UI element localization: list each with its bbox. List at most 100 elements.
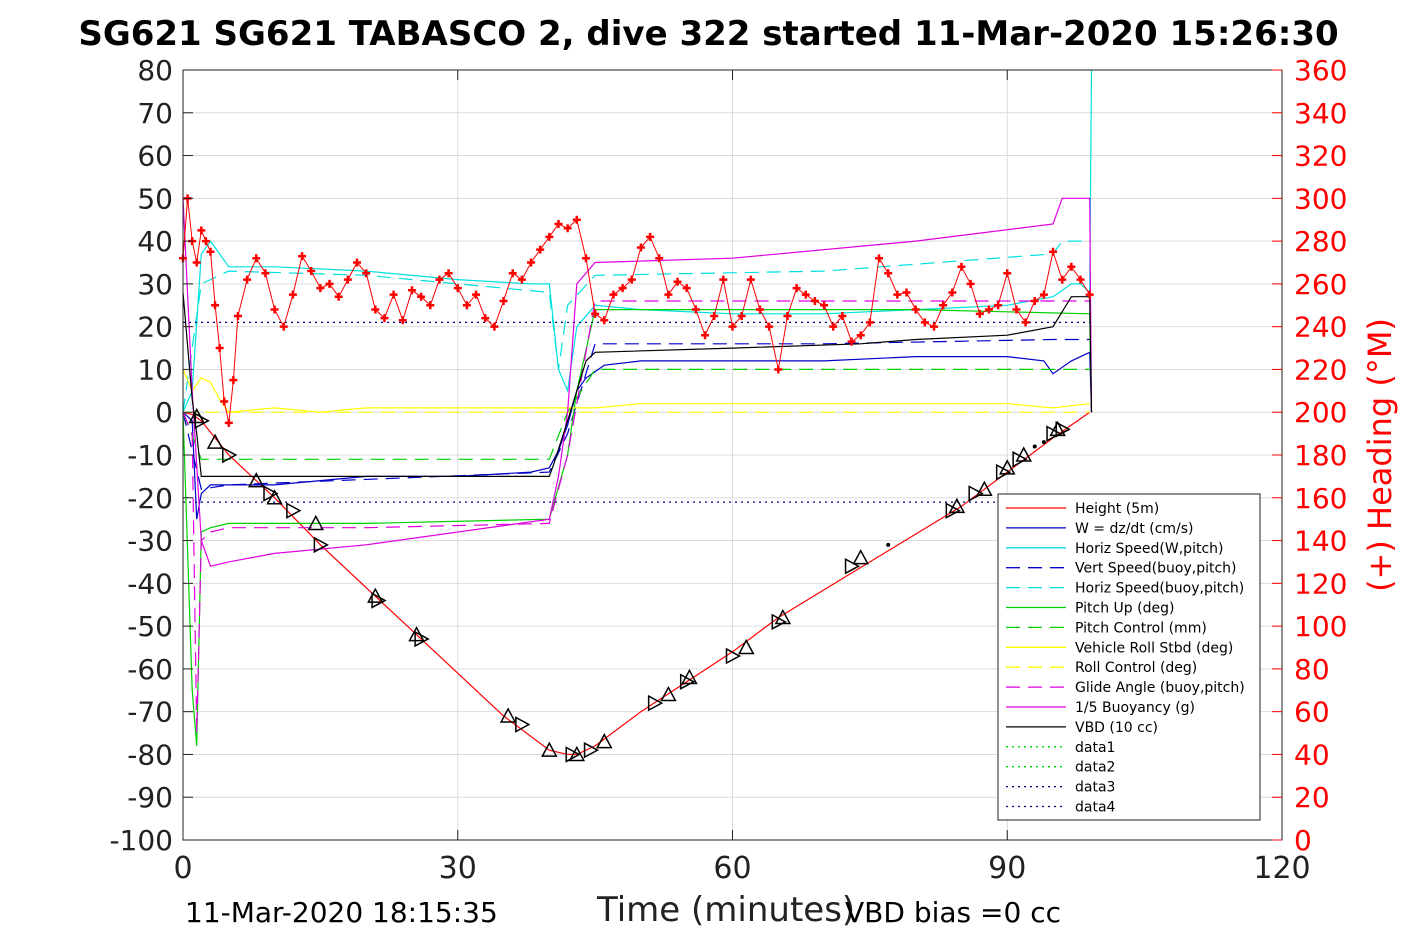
y-tick-label: -70 [127, 696, 173, 729]
heading-point [192, 258, 201, 267]
heading-point [197, 226, 206, 235]
y2-tick-label: 300 [1294, 182, 1347, 215]
y2-tick-label: 260 [1294, 268, 1347, 301]
legend: Height (5m) W = dz/dt (cm/s) Horiz Speed(W… [997, 493, 1261, 821]
y2-tick-label: 120 [1294, 567, 1347, 600]
heading-point [270, 305, 279, 314]
heading-point [893, 290, 902, 299]
heading-point [316, 284, 325, 293]
heading-point [902, 288, 911, 297]
dive-marker [948, 497, 966, 514]
legend-entry: 1/5 Buoyancy (g) [1075, 700, 1195, 716]
y-tick-label: 10 [137, 353, 173, 386]
legend-entry: VBD (10 cc) [1075, 720, 1158, 736]
heading-point [994, 301, 1003, 310]
heading-point [755, 305, 764, 314]
heading-point [298, 252, 307, 261]
y2-tick-label: 40 [1294, 738, 1330, 771]
heading-point [673, 277, 682, 286]
heading-point [691, 305, 700, 314]
y2-tick-label: 100 [1294, 610, 1347, 643]
legend-entry: Pitch Up (deg) [1075, 601, 1174, 617]
dive-marker [852, 549, 869, 565]
x-tick-label: 120 [1253, 851, 1310, 886]
heading-point [252, 254, 261, 263]
y2-tick-label: 360 [1294, 54, 1347, 87]
heading-point [664, 290, 673, 299]
dive-marker [286, 502, 302, 519]
x-tick-label: 90 [988, 851, 1026, 886]
legend-entry: data3 [1075, 780, 1115, 796]
legend-entry: Height (5m) [1075, 501, 1159, 517]
heading-point [966, 279, 975, 288]
heading-point [206, 247, 215, 256]
heading-point [810, 297, 819, 305]
heading-point [1067, 262, 1076, 271]
dive-dot [1032, 444, 1037, 449]
heading-point [746, 275, 755, 284]
dive-marker [976, 480, 993, 496]
heading-point [426, 301, 435, 310]
dive-marker [313, 536, 329, 554]
heading-point [233, 311, 242, 320]
legend-entry: Horiz Speed(buoy,pitch) [1075, 581, 1244, 597]
y2-tick-label: 0 [1294, 824, 1312, 857]
legend-entry: Vert Speed(buoy,pitch) [1075, 561, 1237, 577]
heading-point [407, 286, 416, 295]
dive-marker [725, 647, 742, 665]
y-tick-label: -20 [127, 482, 173, 515]
legend-entry: Horiz Speed(W,pitch) [1075, 541, 1223, 557]
heading-point [765, 322, 774, 331]
heading-point [581, 254, 590, 263]
dive-marker [1015, 446, 1032, 462]
heading-point [975, 309, 984, 318]
dive-marker [1055, 421, 1071, 438]
heading-point [554, 220, 563, 228]
x-tick-label: 0 [173, 851, 192, 886]
series-line-7 [182, 369, 1090, 413]
legend-entry: data4 [1075, 800, 1116, 816]
heading-point [1085, 290, 1094, 299]
heading-point [728, 322, 737, 331]
y-tick-label: 40 [137, 225, 173, 258]
heading-point [220, 397, 229, 406]
y2-tick-label: 60 [1294, 696, 1330, 729]
heading-point [801, 290, 810, 299]
heading-point [517, 275, 526, 284]
heading-point [288, 290, 297, 299]
dive-marker [414, 630, 430, 648]
dive-marker [737, 638, 755, 655]
heading-point [655, 254, 664, 263]
dive-dot [886, 542, 891, 547]
heading-point [1003, 269, 1012, 278]
heading-point [939, 301, 948, 310]
dive-marker [660, 685, 677, 702]
x-axis-label: Time (minutes) [597, 890, 856, 930]
heading-point [600, 316, 609, 325]
heading-point [229, 376, 238, 385]
heading-point [417, 292, 426, 301]
heading-point [279, 322, 288, 331]
y2-tick-label: 140 [1294, 525, 1347, 558]
dive-marker [774, 608, 792, 625]
heading-point [499, 297, 508, 305]
series-line-6 [182, 368, 1090, 460]
dive-marker [499, 707, 517, 723]
legend-entry: Roll Control (deg) [1075, 660, 1197, 676]
heading-point [211, 301, 220, 310]
heading-point [343, 275, 352, 284]
y2-tick-label: 180 [1294, 439, 1347, 472]
heading-point [591, 309, 600, 318]
y2-tick-label: 80 [1294, 653, 1330, 686]
y2-tick-label: 240 [1294, 311, 1347, 344]
dive-marker [844, 557, 861, 575]
heading-point [362, 269, 371, 278]
y-tick-label: 70 [137, 97, 173, 130]
heading-point [1030, 297, 1039, 305]
heading-point [875, 254, 884, 263]
y2-tick-label: 280 [1294, 225, 1347, 258]
y-tick-label: -80 [127, 738, 173, 771]
y-tick-label: -10 [127, 439, 173, 472]
heading-point [224, 418, 233, 427]
